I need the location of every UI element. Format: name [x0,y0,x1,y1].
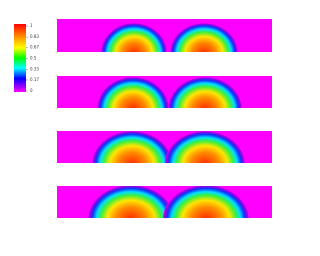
colorbar-ticks: 0 0.17 0.33 0.5 0.67 0.83 1 [26,23,39,93]
panel-1 [57,19,272,52]
tick-label: 1 [30,23,33,28]
colorbar [14,24,26,92]
tick-label: 0.33 [30,67,39,72]
tick-label: 0.83 [30,34,39,39]
panel-2 [57,76,272,108]
figure: 0 0.17 0.33 0.5 0.67 0.83 1 [14,19,272,218]
tick-label: 0.67 [30,44,39,49]
panel-3 [57,131,272,163]
tick-label: 0 [30,88,33,93]
tick-label: 0.5 [30,56,37,61]
panel-4 [57,186,272,218]
tick-label: 0.17 [30,77,39,82]
